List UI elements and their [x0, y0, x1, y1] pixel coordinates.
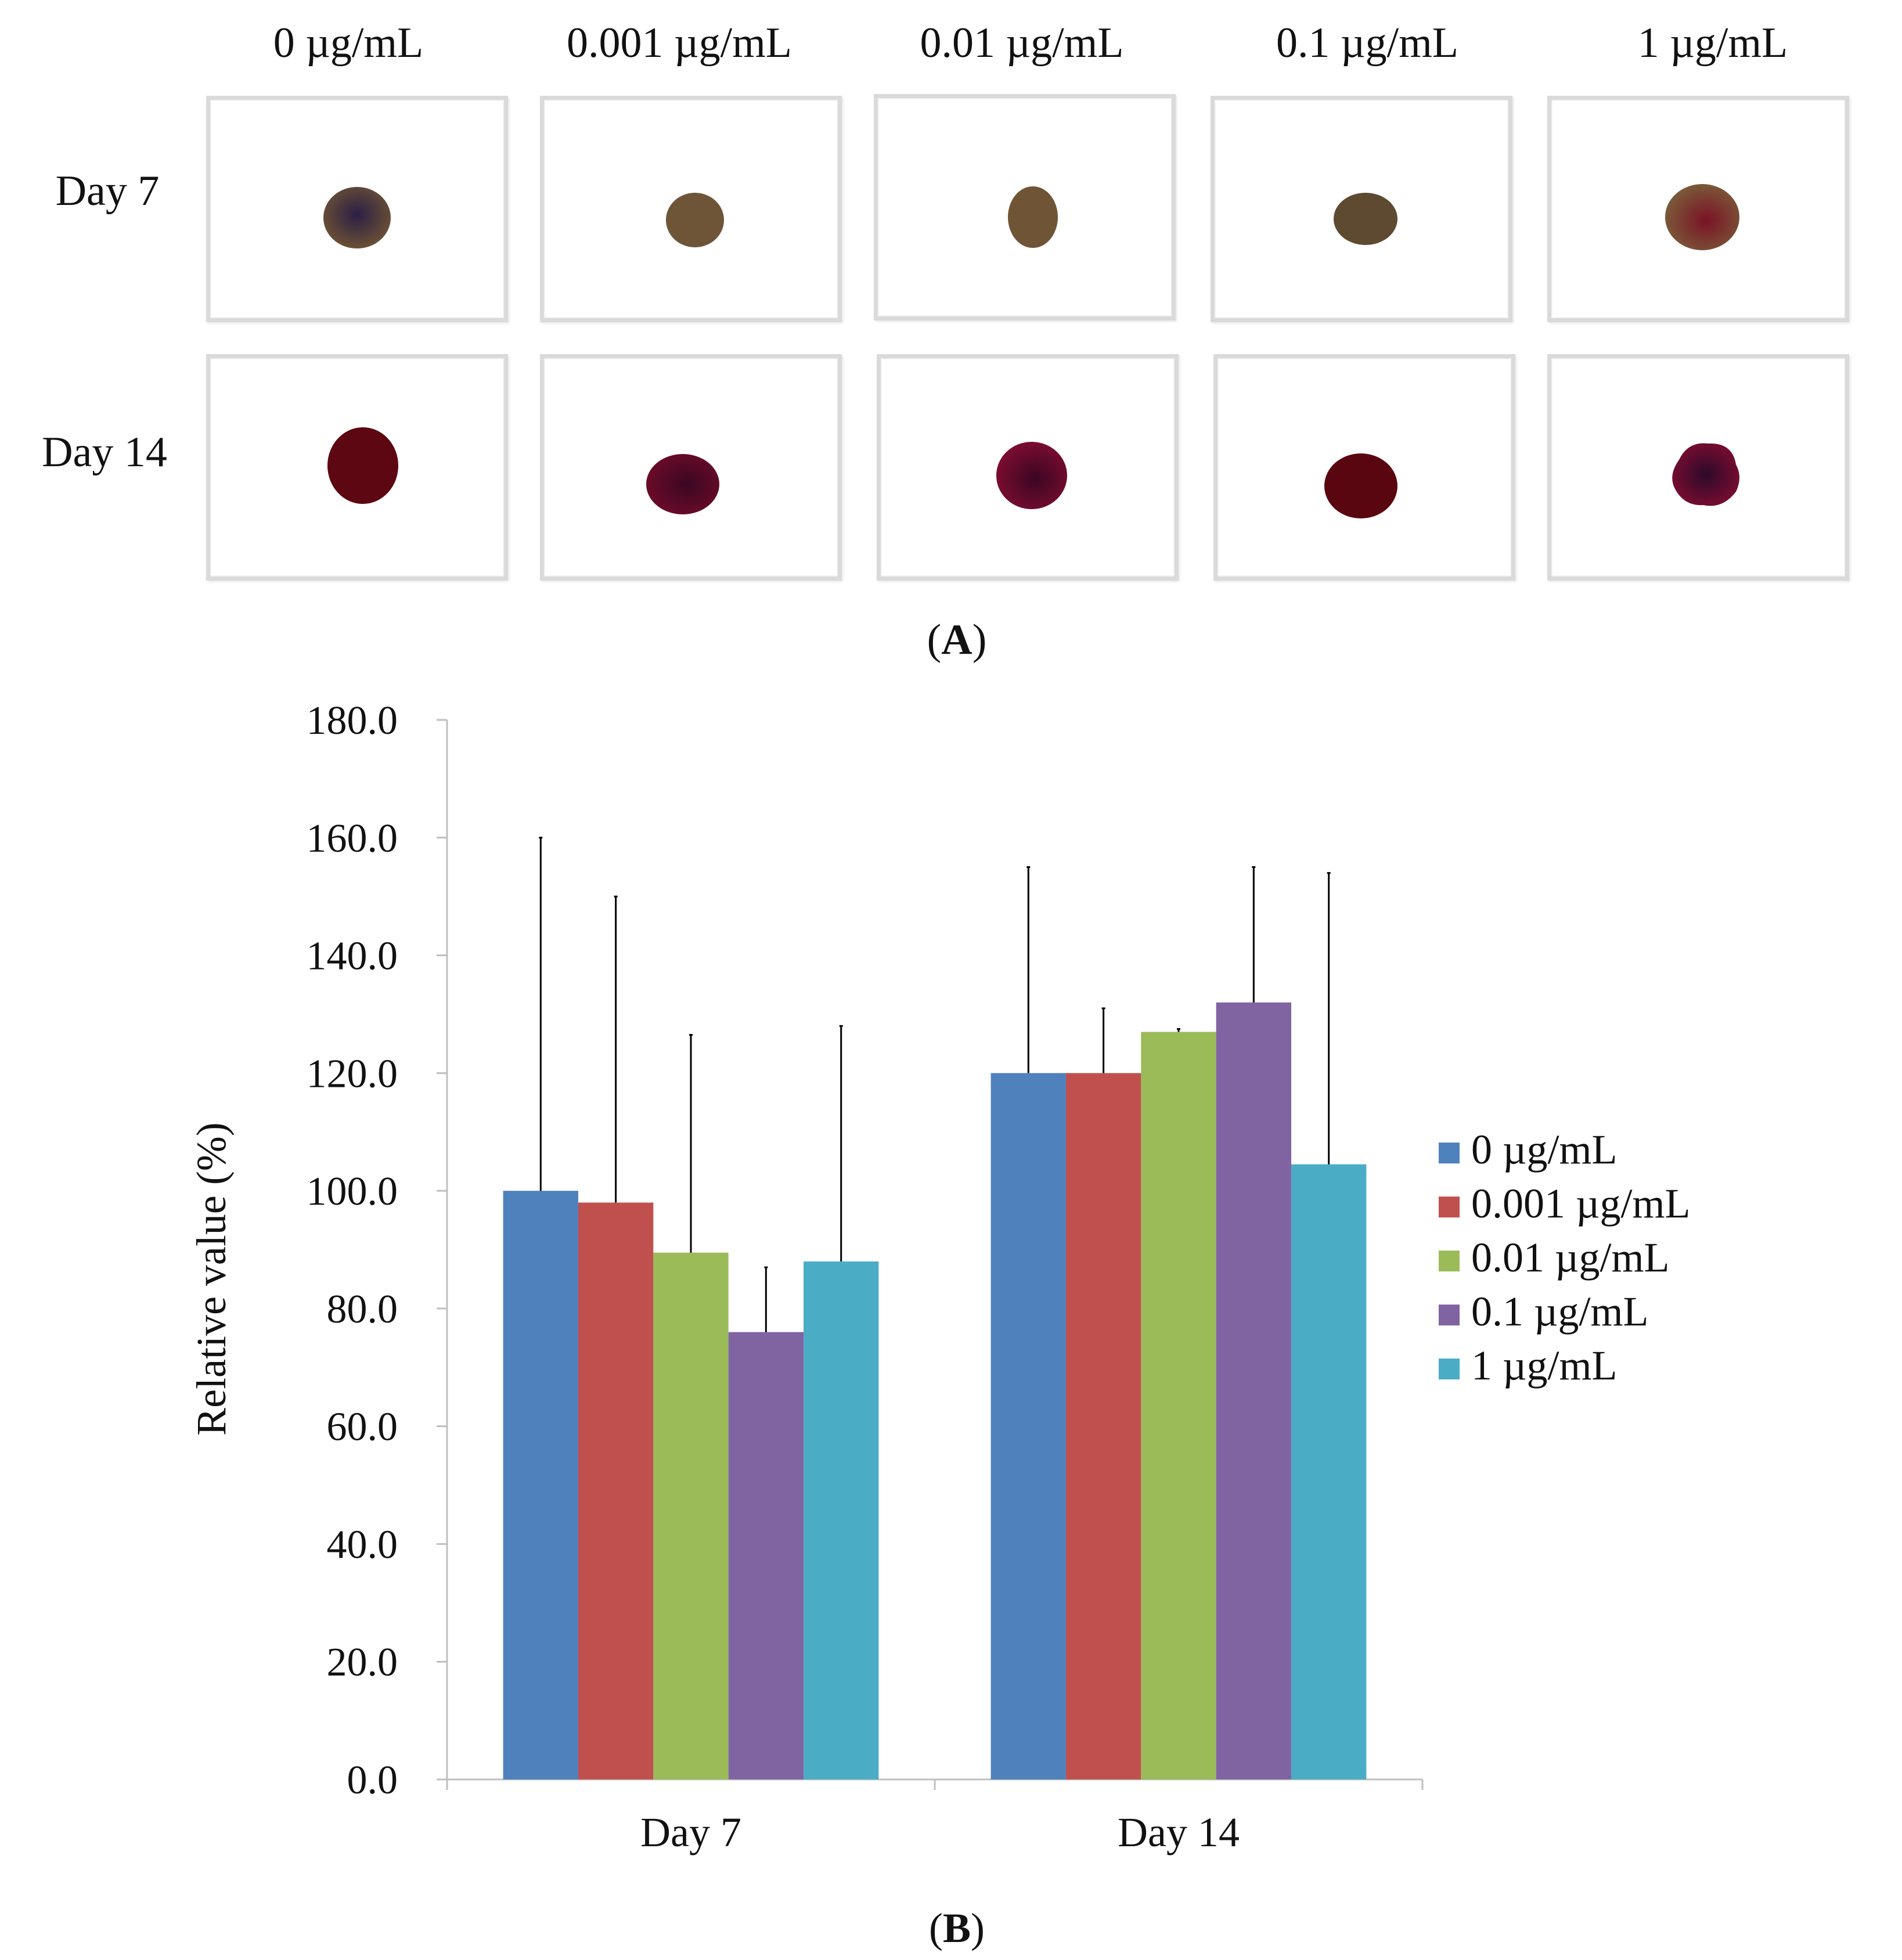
error-bars [539, 837, 1331, 1332]
bar [728, 1332, 804, 1779]
column-label-4: 1 µg/mL [1637, 19, 1788, 67]
y-tick-label: 120.0 [307, 1051, 398, 1096]
y-tick-label: 0.0 [347, 1758, 398, 1803]
legend-swatch [1439, 1359, 1460, 1379]
bar [990, 1073, 1066, 1779]
y-tick-label: 20.0 [327, 1640, 398, 1685]
bar [1291, 1164, 1367, 1779]
pellet-day7-3 [1334, 193, 1397, 245]
legend-label: 1 µg/mL [1471, 1342, 1617, 1389]
row-label-day7: Day 7 [55, 167, 160, 215]
well-day14-3 [1213, 354, 1515, 581]
y-tick-label: 140.0 [307, 934, 398, 979]
y-tick-label: 180.0 [307, 698, 398, 743]
x-category-label: Day 14 [1118, 1809, 1240, 1855]
well-day7-3 [1211, 96, 1512, 322]
pellet-day14-4 [1672, 443, 1739, 506]
legend-label: 0.1 µg/mL [1471, 1288, 1648, 1335]
well-day14-1 [540, 354, 842, 581]
panel-a-well-images: 0 µg/mL 0.001 µg/mL 0.01 µg/mL 0.1 µg/mL… [0, 0, 1902, 679]
column-label-0: 0 µg/mL [273, 19, 424, 67]
column-label-2: 0.01 µg/mL [920, 19, 1124, 67]
y-tick-label: 100.0 [307, 1169, 398, 1214]
y-tick-label: 60.0 [327, 1405, 398, 1450]
pellet-day7-1 [666, 193, 724, 247]
legend-swatch [1439, 1251, 1460, 1271]
bar [578, 1202, 654, 1779]
pellet-day7-4 [1665, 184, 1739, 250]
bar [1065, 1073, 1141, 1779]
column-label-1: 0.001 µg/mL [567, 19, 792, 67]
well-day14-0 [206, 354, 508, 581]
y-axis-title: Relative value (%) [188, 1122, 235, 1436]
legend-swatch [1439, 1197, 1460, 1217]
well-day14-4 [1547, 354, 1849, 581]
well-day7-1 [540, 96, 842, 322]
panel-b-label: (B) [929, 1905, 985, 1951]
row-label-day14: Day 14 [42, 428, 167, 476]
well-day7-2 [874, 94, 1176, 320]
pellet-day7-0 [323, 187, 391, 248]
well-day7-4 [1547, 96, 1849, 322]
x-axis: Day 7 Day 14 [446, 1778, 1424, 1855]
legend-swatch [1439, 1305, 1460, 1325]
bar [1141, 1032, 1216, 1779]
well-day7-0 [206, 96, 508, 322]
pellet-day14-1 [646, 454, 719, 514]
legend-label: 0 µg/mL [1471, 1126, 1617, 1173]
well-day14-2 [877, 354, 1179, 581]
x-category-label: Day 7 [640, 1809, 741, 1855]
pellet-day7-2 [1008, 186, 1058, 248]
legend-label: 0.001 µg/mL [1471, 1180, 1690, 1227]
bar [653, 1252, 729, 1779]
bars [503, 1002, 1367, 1779]
pellet-day14-2 [996, 442, 1067, 509]
bar [804, 1261, 879, 1779]
legend-swatch [1439, 1143, 1460, 1163]
pellet-day14-0 [327, 427, 398, 504]
column-label-3: 0.1 µg/mL [1276, 19, 1458, 67]
bar [1216, 1002, 1292, 1779]
panel-b-bar-chart: 0.0 20.0 40.0 60.0 80.0 100.0 120.0 140.0 160.0 1… [188, 698, 1690, 1951]
panel-a-letter: A [941, 616, 972, 664]
pellet-day14-3 [1324, 453, 1397, 518]
legend: 0 µg/mL 0.001 µg/mL 0.01 µg/mL 0.1 µg/mL 1 µ… [1439, 1126, 1690, 1389]
panel-a-label: (A) [927, 616, 987, 664]
y-tick-label: 40.0 [327, 1522, 398, 1567]
bar [503, 1191, 578, 1779]
legend-label: 0.01 µg/mL [1471, 1234, 1669, 1281]
y-tick-label: 80.0 [327, 1287, 398, 1332]
y-axis: 0.0 20.0 40.0 60.0 80.0 100.0 120.0 140.0 160.0 1… [307, 698, 448, 1803]
panel-b-letter: B [943, 1905, 971, 1951]
y-tick-label: 160.0 [307, 816, 398, 861]
